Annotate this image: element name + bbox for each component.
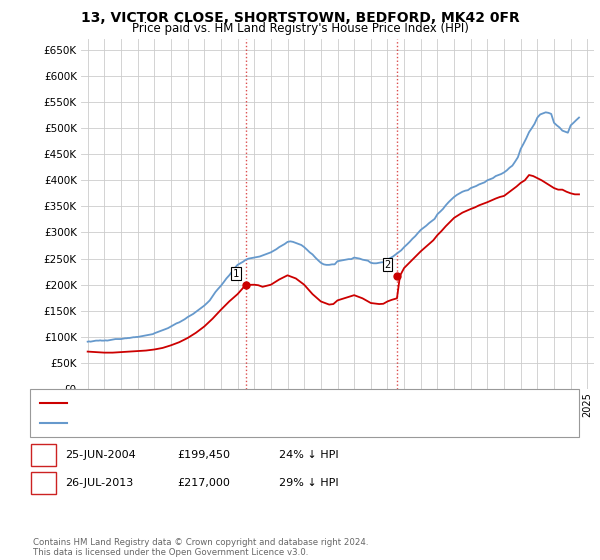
Text: Contains HM Land Registry data © Crown copyright and database right 2024.
This d: Contains HM Land Registry data © Crown c… bbox=[33, 538, 368, 557]
Text: £199,450: £199,450 bbox=[177, 450, 230, 460]
Text: 2: 2 bbox=[385, 259, 391, 269]
Text: £217,000: £217,000 bbox=[177, 478, 230, 488]
Text: 1: 1 bbox=[233, 269, 239, 279]
Text: HPI: Average price, detached house, Bedford: HPI: Average price, detached house, Bedf… bbox=[74, 418, 293, 428]
Text: 25-JUN-2004: 25-JUN-2004 bbox=[65, 450, 136, 460]
Text: 24% ↓ HPI: 24% ↓ HPI bbox=[279, 450, 338, 460]
Text: 26-JUL-2013: 26-JUL-2013 bbox=[65, 478, 133, 488]
Text: 1: 1 bbox=[40, 450, 47, 460]
Text: 13, VICTOR CLOSE, SHORTSTOWN, BEDFORD, MK42 0FR: 13, VICTOR CLOSE, SHORTSTOWN, BEDFORD, M… bbox=[80, 11, 520, 25]
Text: Price paid vs. HM Land Registry's House Price Index (HPI): Price paid vs. HM Land Registry's House … bbox=[131, 22, 469, 35]
Text: 13, VICTOR CLOSE, SHORTSTOWN, BEDFORD, MK42 0FR (detached house): 13, VICTOR CLOSE, SHORTSTOWN, BEDFORD, M… bbox=[74, 398, 439, 408]
Text: 2: 2 bbox=[40, 478, 47, 488]
Text: 29% ↓ HPI: 29% ↓ HPI bbox=[279, 478, 338, 488]
